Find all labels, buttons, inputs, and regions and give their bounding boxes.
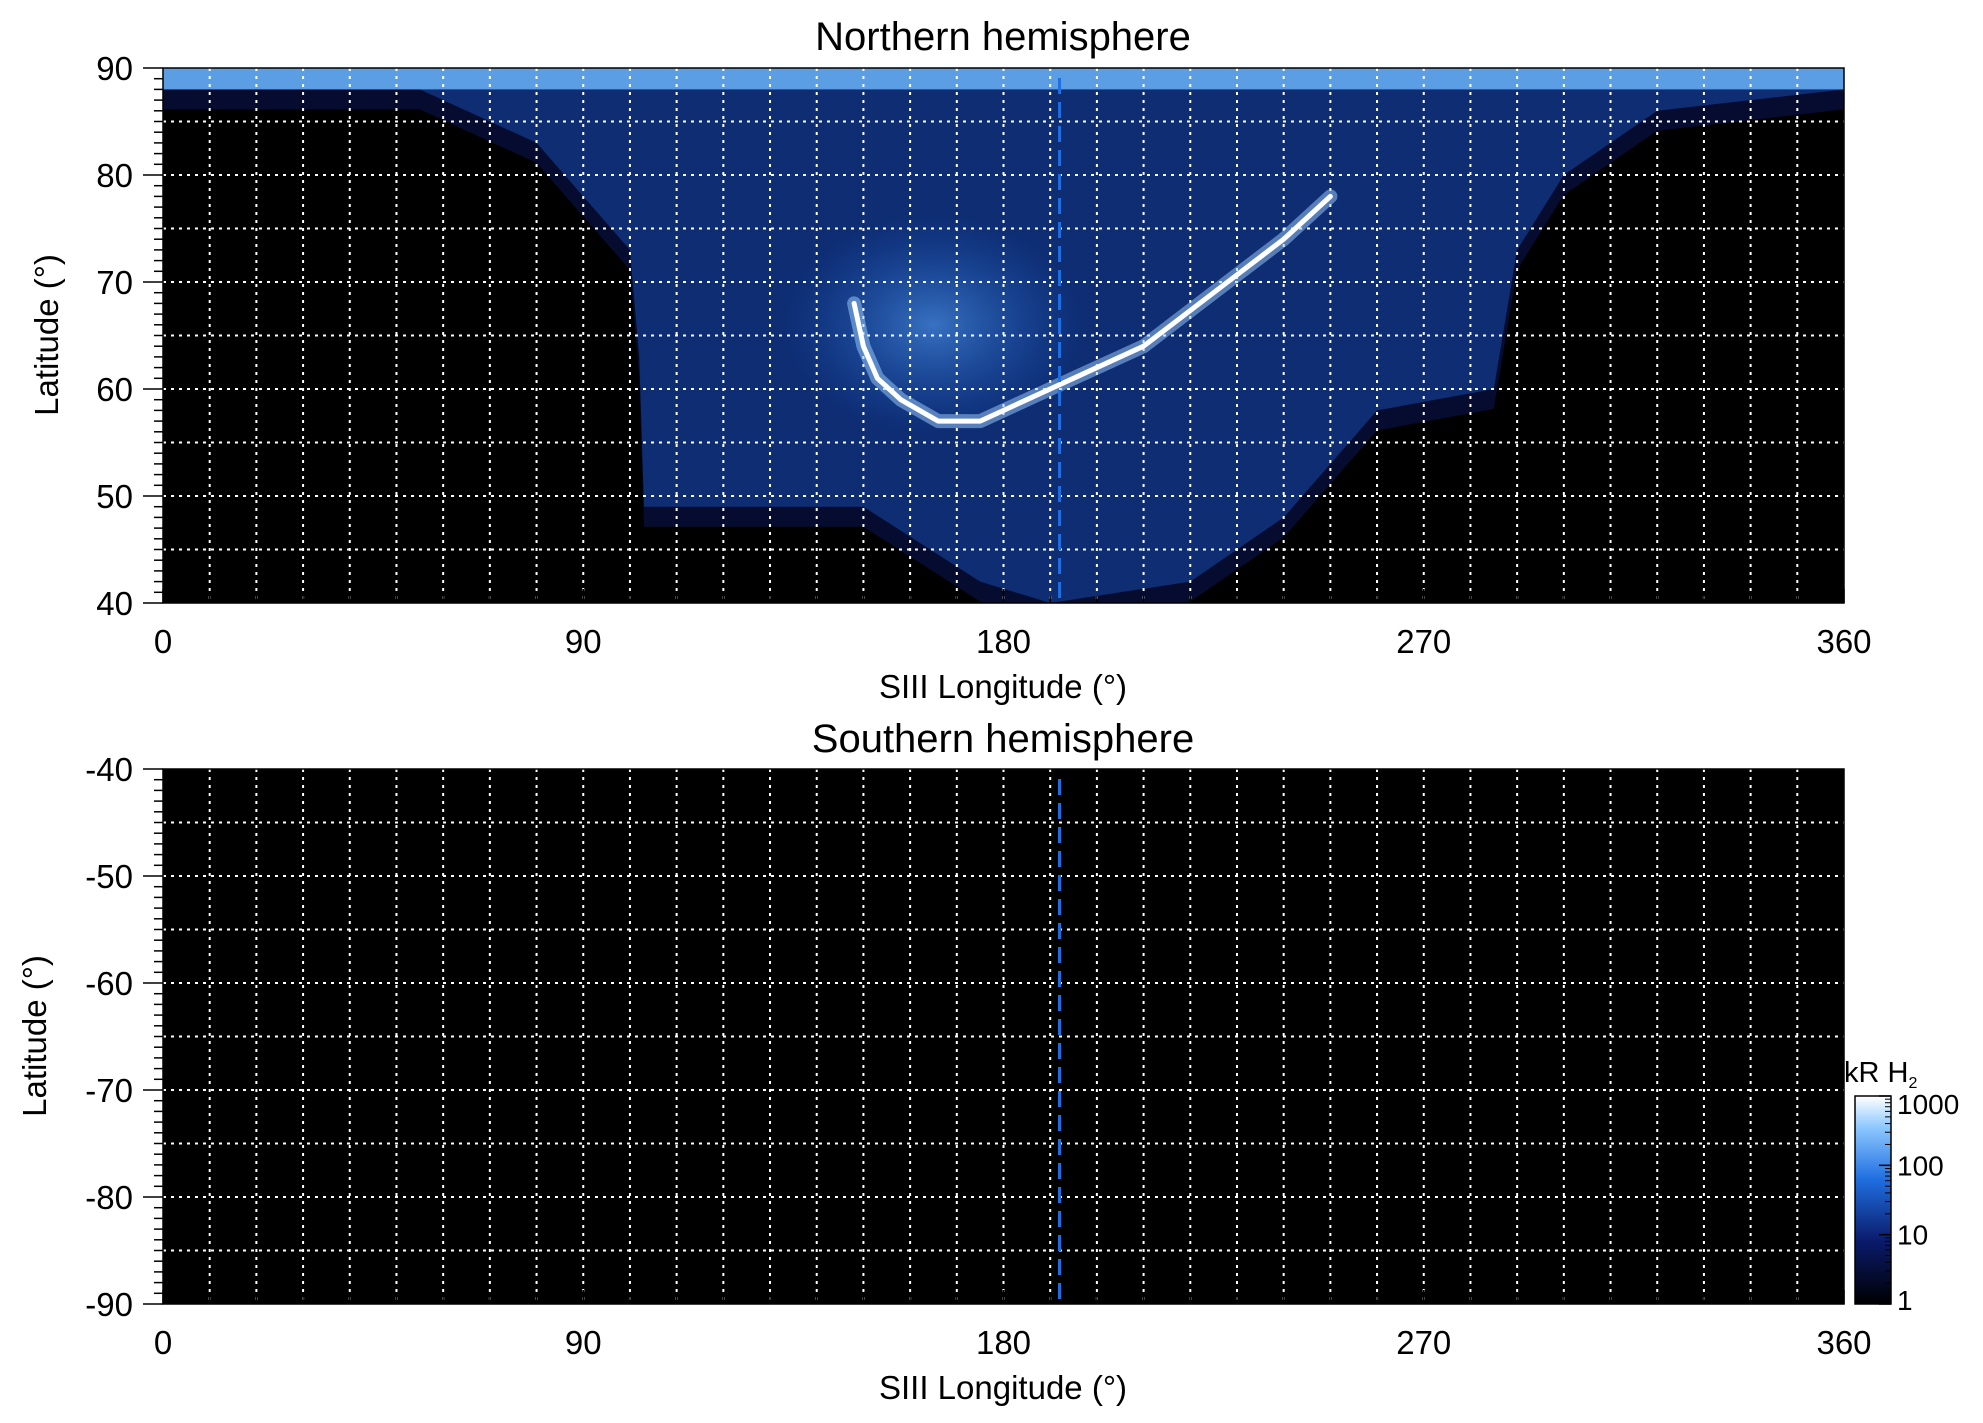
y-tick-label: -40: [85, 751, 133, 788]
panel-title: Northern hemisphere: [815, 15, 1191, 59]
x-axis-ticks: 0 90 180 270 360: [154, 589, 1872, 660]
x-tick-label: 90: [565, 623, 602, 660]
y-tick-label: -60: [85, 965, 133, 1002]
x-tick-label: 360: [1816, 623, 1871, 660]
y-tick-label: 90: [96, 50, 133, 87]
grid: [163, 68, 1844, 603]
panel-title: Southern hemisphere: [812, 717, 1194, 761]
x-tick-label: 360: [1816, 1324, 1871, 1361]
x-tick-label: 0: [154, 1324, 172, 1361]
y-axis-ticks: 40 50 60 70 80 90: [96, 50, 163, 622]
colorbar-tick-label: 100: [1897, 1150, 1944, 1181]
y-tick-label: -80: [85, 1179, 133, 1216]
y-tick-label: -70: [85, 1072, 133, 1109]
colorbar-unit: kR H2: [1844, 1057, 1917, 1092]
colorbar-unit-subscript: 2: [1908, 1075, 1917, 1092]
colorbar-unit-text: kR H: [1844, 1057, 1908, 1089]
y-axis-ticks: -90 -80 -70 -60 -50 -40: [85, 751, 163, 1323]
x-axis-label: SIII Longitude (°): [879, 668, 1127, 705]
x-tick-label: 270: [1396, 1324, 1451, 1361]
x-tick-label: 180: [976, 623, 1031, 660]
x-axis-label: SIII Longitude (°): [879, 1369, 1127, 1406]
y-axis-label: Latitude (°): [28, 254, 65, 416]
x-tick-label: 90: [565, 1324, 602, 1361]
colorbar-scale: [1854, 1095, 1892, 1305]
y-tick-label: 50: [96, 478, 133, 515]
auroral-oval: [851, 193, 1333, 424]
y-tick-label: 60: [96, 371, 133, 408]
y-axis-label: Latitude (°): [16, 955, 53, 1117]
northern-hemisphere-panel: Northern hemisphere 0 90 180 270 360 40 50 60 7…: [28, 15, 1872, 705]
y-tick-label: -90: [85, 1286, 133, 1323]
auroral-feature: [847, 189, 1338, 429]
colorbar-ticks: 1000 100 10 1: [1879, 1089, 1959, 1316]
colorbar: kR H2 1000 100 10 1: [1844, 1057, 1959, 1316]
grid: [163, 769, 1844, 1304]
colorbar-tick-label: 1: [1897, 1285, 1913, 1316]
y-tick-label: 40: [96, 585, 133, 622]
southern-hemisphere-panel: Southern hemisphere 0 90 180 270 360 -90-80-…: [16, 717, 1872, 1406]
colorbar-tick-label: 1000: [1897, 1089, 1959, 1120]
x-tick-label: 180: [976, 1324, 1031, 1361]
x-tick-label: 270: [1396, 623, 1451, 660]
y-tick-label: 80: [96, 157, 133, 194]
colorbar-tick-label: 10: [1897, 1220, 1928, 1251]
x-tick-label: 0: [154, 623, 172, 660]
x-axis-ticks: 0 90 180 270 360: [154, 1290, 1872, 1361]
y-tick-label: -50: [85, 858, 133, 895]
diffuse-emission: [783, 214, 1084, 435]
y-tick-label: 70: [96, 264, 133, 301]
